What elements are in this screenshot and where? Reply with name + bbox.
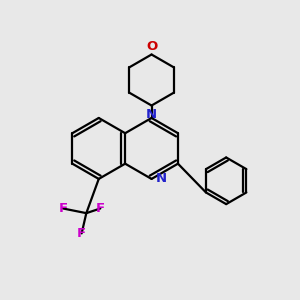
Text: N: N [146,108,157,121]
Text: F: F [77,227,86,240]
Text: F: F [96,202,105,215]
Text: F: F [58,202,68,215]
Text: N: N [156,172,167,185]
Text: O: O [146,40,157,52]
